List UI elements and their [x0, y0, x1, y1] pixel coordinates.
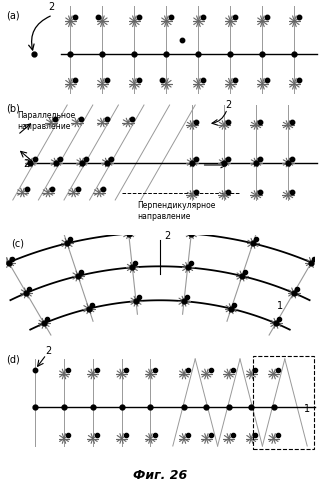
Text: 2: 2: [164, 231, 171, 241]
Text: направление: направление: [18, 122, 71, 131]
Text: Перпендикулярное: Перпендикулярное: [138, 201, 216, 210]
Text: 2: 2: [49, 2, 55, 12]
Text: 2: 2: [45, 346, 52, 356]
Text: 1: 1: [304, 404, 310, 413]
Text: (d): (d): [6, 354, 20, 364]
Text: 1: 1: [277, 302, 283, 312]
Text: 2: 2: [226, 100, 232, 110]
Text: (b): (b): [6, 104, 20, 114]
Text: Фиг. 26: Фиг. 26: [133, 469, 187, 482]
Text: (a): (a): [6, 10, 20, 20]
Text: направление: направление: [138, 212, 191, 221]
Text: (c): (c): [11, 239, 24, 249]
Text: Параллельное: Параллельное: [18, 112, 76, 120]
Text: 2: 2: [23, 159, 29, 169]
